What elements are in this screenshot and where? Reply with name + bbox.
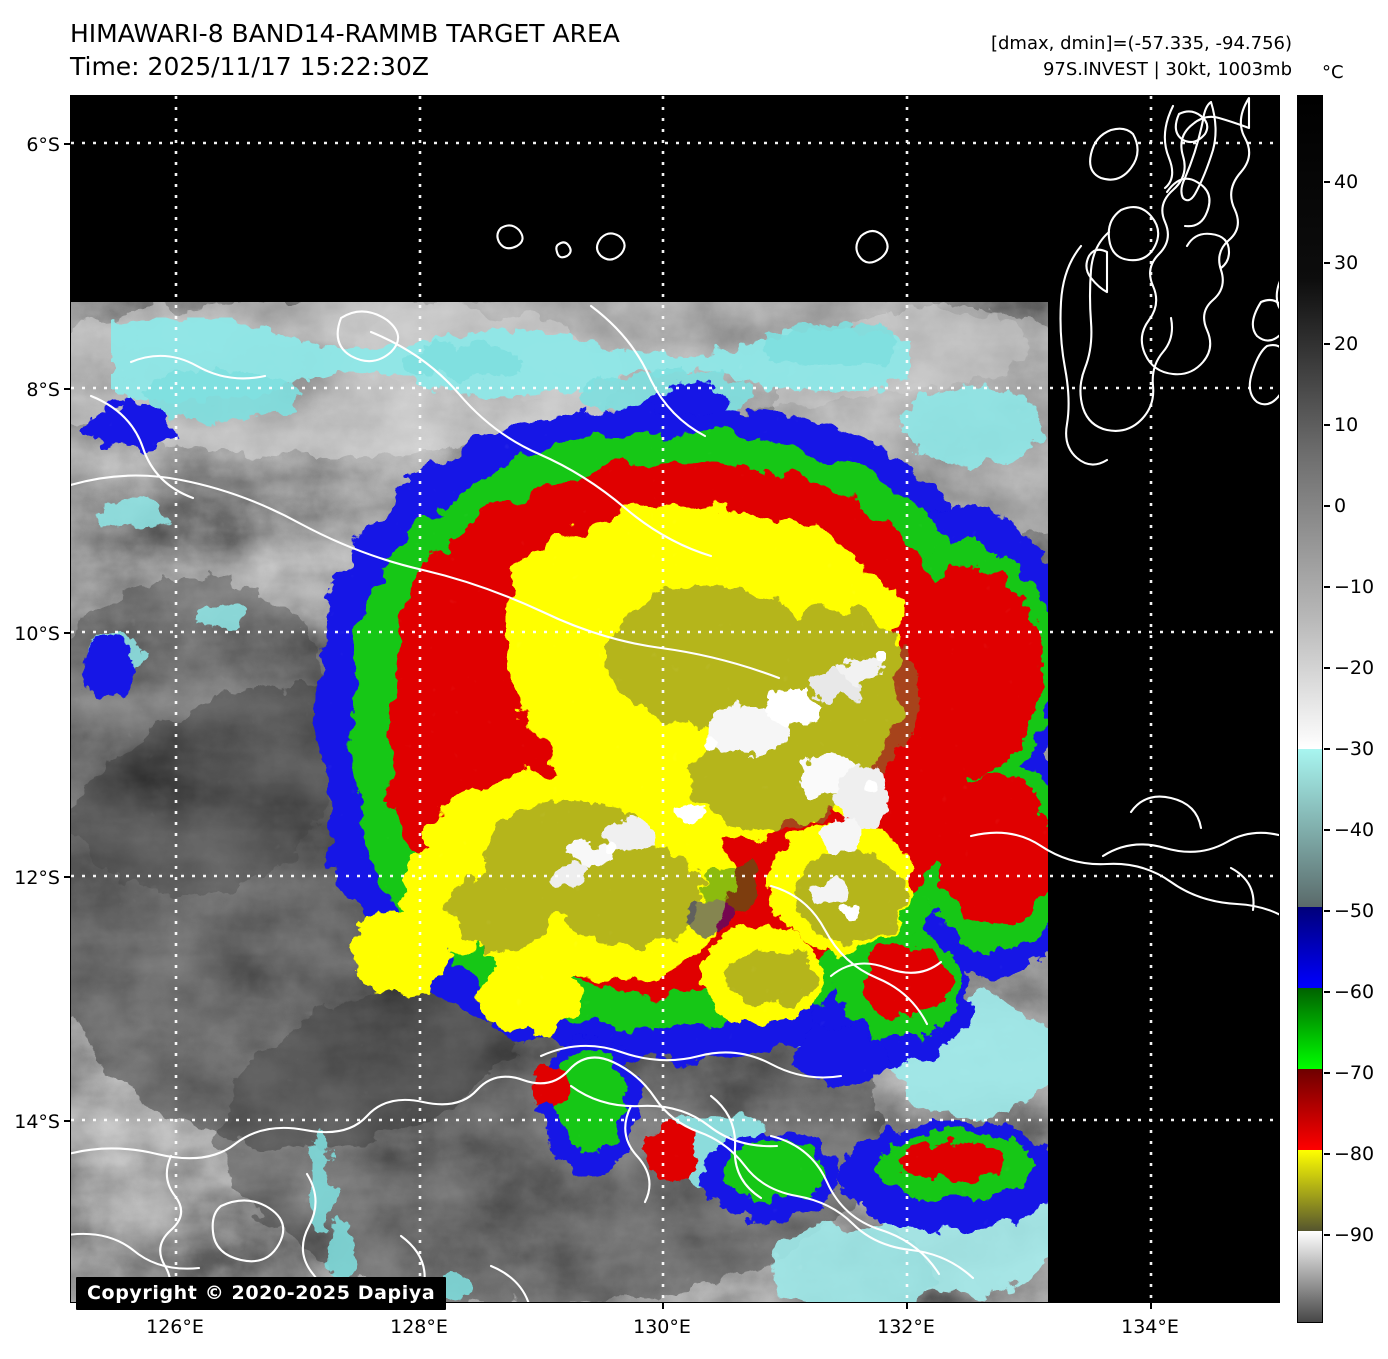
temperature-colorbar[interactable] <box>1297 95 1323 1323</box>
x-tick-label: 130°E <box>633 1316 691 1338</box>
cb-tick-label: 20 <box>1334 333 1359 355</box>
colorbar-unit-label: °C <box>1322 62 1344 83</box>
cb-tick-mark <box>1324 262 1330 264</box>
cb-tick-label: −90 <box>1334 1224 1375 1246</box>
cb-tick-mark <box>1324 1153 1330 1155</box>
data-minmax-label: [dmax, dmin]=(-57.335, -94.756) <box>990 33 1292 54</box>
cb-tick-label: 0 <box>1334 495 1347 517</box>
cb-tick-mark <box>1324 343 1330 345</box>
cb-tick-mark <box>1324 991 1330 993</box>
cb-tick-label: −80 <box>1334 1143 1375 1165</box>
page-title: HIMAWARI-8 BAND14-RAMMB TARGET AREA Time… <box>70 18 620 83</box>
title-line-1: HIMAWARI-8 BAND14-RAMMB TARGET AREA <box>70 19 620 48</box>
y-tick-mark <box>64 876 70 878</box>
y-tick-mark <box>64 632 70 634</box>
y-tick-label: 10°S <box>14 623 60 645</box>
cb-tick-label: −20 <box>1334 657 1375 679</box>
y-tick-mark <box>64 1120 70 1122</box>
cb-tick-mark <box>1324 424 1330 426</box>
cb-tick-label: 40 <box>1334 171 1359 193</box>
title-line-2: Time: 2025/11/17 15:22:30Z <box>70 51 429 81</box>
cb-tick-mark <box>1324 667 1330 669</box>
cb-tick-label: −40 <box>1334 819 1375 841</box>
copyright-badge: Copyright © 2020-2025 Dapiya <box>76 1277 447 1310</box>
x-tick-label: 134°E <box>1121 1316 1179 1338</box>
cb-tick-label: −30 <box>1334 738 1375 760</box>
header-metadata: [dmax, dmin]=(-57.335, -94.756) 97S.INVE… <box>991 31 1292 83</box>
cb-tick-mark <box>1324 1072 1330 1074</box>
x-tick-mark <box>1150 1303 1152 1309</box>
y-tick-label: 8°S <box>26 379 60 401</box>
x-tick-mark <box>662 1303 664 1309</box>
x-tick-label: 128°E <box>390 1316 448 1338</box>
cb-tick-label: −50 <box>1334 900 1375 922</box>
cb-tick-label: −70 <box>1334 1062 1375 1084</box>
satellite-imagery <box>71 96 1279 1302</box>
ir-brightness-temperature-field <box>71 302 1048 1302</box>
coastlines <box>71 96 1279 1302</box>
x-tick-label: 126°E <box>146 1316 204 1338</box>
x-tick-mark <box>906 1303 908 1309</box>
colorbar-gradient <box>1298 96 1322 1322</box>
y-tick-mark <box>64 388 70 390</box>
cb-tick-mark <box>1324 505 1330 507</box>
y-tick-label: 12°S <box>14 867 60 889</box>
y-tick-mark <box>64 143 70 145</box>
cb-tick-mark <box>1324 1234 1330 1236</box>
storm-info-label: 97S.INVEST | 30kt, 1003mb <box>1042 59 1292 81</box>
cb-tick-mark <box>1324 748 1330 750</box>
cb-tick-label: −10 <box>1334 576 1375 598</box>
cb-tick-mark <box>1324 910 1330 912</box>
graticule-gridlines <box>71 96 1279 1302</box>
cb-tick-mark <box>1324 586 1330 588</box>
cb-tick-label: 30 <box>1334 252 1359 274</box>
cb-tick-label: 10 <box>1334 414 1359 436</box>
y-tick-label: 6°S <box>26 134 60 156</box>
cb-tick-mark <box>1324 181 1330 183</box>
x-tick-label: 132°E <box>877 1316 935 1338</box>
cb-tick-label: −60 <box>1334 981 1375 1003</box>
cb-tick-mark <box>1324 829 1330 831</box>
y-tick-label: 14°S <box>14 1111 60 1133</box>
map-panel[interactable] <box>70 95 1280 1303</box>
